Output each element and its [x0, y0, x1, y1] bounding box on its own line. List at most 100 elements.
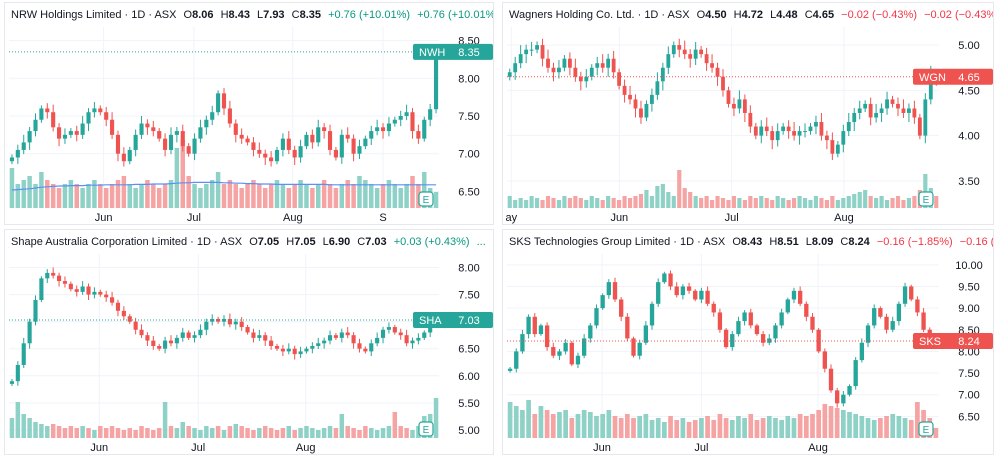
- volume-bar: [262, 426, 268, 438]
- candle-body: [775, 131, 780, 141]
- candle-body: [39, 278, 44, 300]
- candle-body: [180, 332, 185, 338]
- candle-body: [588, 325, 593, 339]
- volume-bar: [748, 414, 754, 438]
- volume-bar: [835, 200, 840, 208]
- candle-body: [68, 283, 73, 290]
- candle-body: [814, 122, 818, 127]
- candle-body: [514, 351, 519, 369]
- volume-bar: [351, 428, 356, 438]
- volume-bar: [643, 414, 649, 438]
- candle-body: [717, 312, 723, 330]
- last-price-label: 7.03: [458, 315, 479, 327]
- candle-body: [174, 337, 179, 344]
- chart-canvas[interactable]: 5.00 4.50 4.00 3.50 ay Jun Jul Aug WGN 4.65 E: [503, 3, 994, 225]
- chart-panel-wgn[interactable]: Wagners Holding Co. Ltd. · 1D · ASX O4.5…: [502, 2, 994, 225]
- candle-body: [863, 103, 868, 109]
- earnings-marker-icon: [418, 421, 434, 437]
- symbol-title: SKS Technologies Group Limited · 1D · AS…: [509, 236, 726, 248]
- volume-bar: [204, 184, 209, 208]
- volume-bar: [404, 184, 409, 208]
- close-value: C4.65: [804, 9, 835, 21]
- volume-bar: [351, 184, 356, 208]
- ticker-label: SKS: [919, 336, 941, 348]
- volume-bar: [581, 410, 587, 438]
- candle-body: [428, 109, 433, 120]
- candle-body: [145, 123, 150, 128]
- volume-bar: [168, 180, 174, 208]
- candle-body: [121, 310, 126, 317]
- volume-bar: [624, 414, 630, 438]
- candle-body: [901, 108, 906, 113]
- volume-bar: [15, 402, 21, 438]
- candle-body: [345, 134, 350, 139]
- candle-body: [145, 335, 150, 341]
- earnings-marker-icon: [418, 191, 434, 207]
- candle-body: [316, 127, 321, 143]
- volume-bar: [808, 200, 813, 208]
- close-value: C8.24: [840, 236, 870, 248]
- candle-body: [754, 325, 760, 335]
- candle-body: [526, 316, 531, 335]
- candle-body: [540, 45, 545, 59]
- candle-body: [868, 103, 873, 118]
- candle-body: [192, 138, 197, 154]
- volume-bar: [797, 196, 802, 208]
- high-value: H7.05: [286, 236, 316, 248]
- candle-body: [797, 131, 802, 136]
- volume-bar: [121, 176, 127, 208]
- volume-bar: [204, 426, 209, 438]
- volume-bar: [557, 412, 562, 438]
- candle-body: [33, 119, 38, 132]
- candle-body: [810, 316, 815, 330]
- volume-bar: [33, 422, 38, 438]
- candle-body: [785, 299, 790, 313]
- volume-bar: [280, 428, 286, 438]
- candle-body: [39, 108, 44, 120]
- high-value: H8.43: [220, 9, 250, 21]
- volume-bar: [151, 184, 156, 208]
- volume-bar: [245, 184, 250, 208]
- volume-bar: [68, 180, 74, 208]
- volume-bar: [268, 428, 274, 438]
- volume-bar: [227, 180, 233, 208]
- candle-body: [803, 131, 807, 133]
- candle-body: [104, 112, 109, 120]
- volume-bar: [233, 184, 239, 208]
- chart-panel-sks[interactable]: SKS Technologies Group Limited · 1D · AS…: [502, 229, 994, 455]
- y-tick-label: 7.50: [458, 290, 479, 302]
- symbol-title: NRW Holdings Limited · 1D · ASX: [11, 9, 177, 21]
- candle-body: [649, 303, 655, 326]
- candle-body: [363, 348, 368, 352]
- volume-bar: [339, 414, 345, 438]
- y-tick-label: 9.00: [958, 303, 979, 315]
- candle-body: [622, 85, 627, 95]
- volume-bar: [251, 180, 256, 208]
- chart-panel-sha[interactable]: Shape Australia Corporation Limited · 1D…: [4, 229, 494, 455]
- volume-bar: [853, 414, 859, 438]
- candle-body: [257, 149, 262, 154]
- candle-body: [57, 127, 62, 139]
- candle-body: [433, 51, 439, 110]
- volume-bar: [871, 420, 877, 438]
- candle-body: [380, 127, 386, 132]
- candle-body: [773, 325, 778, 339]
- volume-bar: [671, 196, 676, 208]
- volume-bar: [704, 196, 709, 208]
- volume-bar: [251, 430, 256, 438]
- volume-bar: [906, 198, 912, 208]
- volume-bar: [274, 180, 280, 208]
- candle-body: [304, 134, 309, 147]
- candle-body: [562, 58, 567, 68]
- y-tick-label: 5.50: [458, 398, 479, 410]
- candle-body: [674, 286, 679, 296]
- candle-body: [115, 302, 121, 311]
- candle-body: [174, 131, 179, 135]
- chart-panel-nwh[interactable]: NRW Holdings Limited · 1D · ASX O8.06 H8…: [4, 2, 494, 225]
- candle-body: [127, 149, 132, 162]
- volume-bar: [274, 430, 280, 438]
- candle-body: [671, 45, 676, 55]
- chart-canvas[interactable]: 8.007.507.006.506.005.505.00JunJulAugSHA…: [5, 230, 494, 455]
